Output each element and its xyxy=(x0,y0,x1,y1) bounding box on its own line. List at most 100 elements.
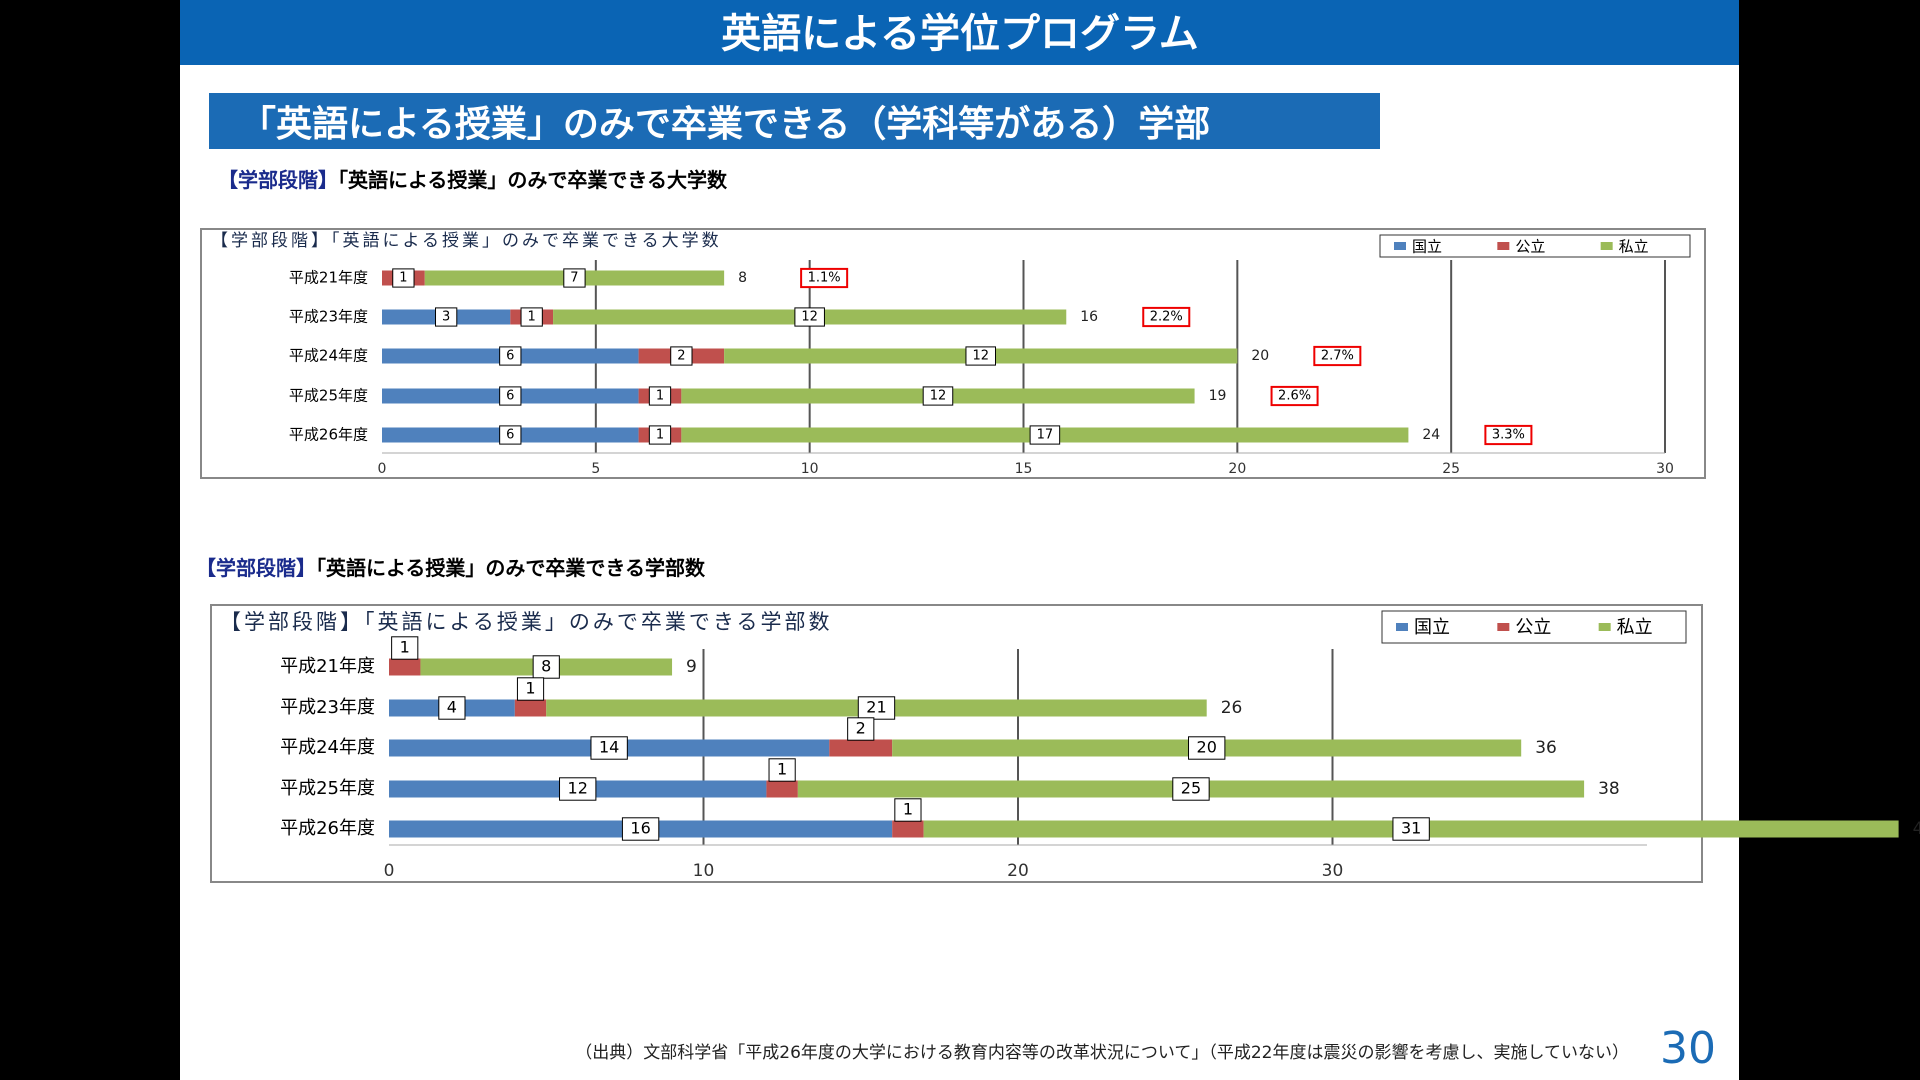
data-label-box xyxy=(516,677,545,701)
legend-swatch xyxy=(1396,623,1408,631)
total-label: 38 xyxy=(1598,779,1620,799)
data-label-box xyxy=(648,425,672,445)
total-label: 9 xyxy=(686,657,697,677)
x-tick-label: 25 xyxy=(1442,461,1460,477)
data-label: 12 xyxy=(972,349,989,364)
x-tick-label: 10 xyxy=(801,461,819,477)
source: （出典）文部科学省「平成26年度の大学における教育内容等の改革状況について」（平… xyxy=(575,1043,1629,1063)
y-tick-label: 平成21年度 xyxy=(280,656,375,677)
data-label-box xyxy=(1172,777,1210,801)
bar xyxy=(892,820,924,838)
data-label: 4 xyxy=(447,698,457,717)
total-label: 48 xyxy=(1913,819,1920,839)
data-label-box xyxy=(559,777,597,801)
data-label-box xyxy=(438,696,466,720)
data-label-box xyxy=(621,817,660,841)
x-tick-label: 20 xyxy=(1007,861,1029,881)
data-label: 14 xyxy=(599,738,619,757)
data-label-box xyxy=(532,655,560,679)
data-label: 16 xyxy=(630,819,650,838)
caption: 【学部段階】「英語による授業」のみで卒業できる学部数 xyxy=(196,556,706,580)
caption-part: 【学部段階】 xyxy=(196,556,316,580)
x-tick-label: 10 xyxy=(693,861,715,881)
total-label: 8 xyxy=(738,270,747,286)
data-label: 1 xyxy=(400,638,410,657)
caption-part: 【学部段階】 xyxy=(218,168,338,192)
x-tick-label: 0 xyxy=(384,861,395,881)
y-tick-label: 平成25年度 xyxy=(289,387,368,405)
caption: 【学部段階】「英語による授業」のみで卒業できる大学数 xyxy=(218,168,728,192)
data-label: 6 xyxy=(506,349,514,364)
data-label: 6 xyxy=(506,389,514,404)
bar xyxy=(514,699,547,717)
caption-part: 「英語による授業」のみで卒業できる学部数 xyxy=(316,556,706,580)
data-label: 8 xyxy=(541,657,551,676)
data-label-box xyxy=(1188,736,1226,760)
bar xyxy=(389,658,421,676)
data-label: 3.3% xyxy=(1492,428,1525,443)
data-label: 17 xyxy=(1037,428,1054,443)
data-label-box xyxy=(857,696,896,720)
data-label: 1 xyxy=(525,679,535,698)
y-tick-label: 平成21年度 xyxy=(289,269,368,287)
bar xyxy=(829,739,893,757)
data-label-box xyxy=(1270,385,1319,407)
data-label-box xyxy=(520,307,543,327)
legend-swatch xyxy=(1394,242,1406,250)
slide-title: 英語による学位プログラム xyxy=(721,11,1199,57)
data-label-box xyxy=(1313,345,1362,367)
y-tick-label: 平成24年度 xyxy=(289,347,368,365)
title-bar xyxy=(180,0,1739,65)
data-label: 21 xyxy=(866,698,886,717)
data-label-box xyxy=(499,425,522,445)
total-label: 24 xyxy=(1422,427,1440,443)
legend-label: 公立 xyxy=(1515,617,1551,638)
data-label-box xyxy=(391,636,419,660)
data-label-box xyxy=(1392,817,1430,841)
data-label: 12 xyxy=(930,389,947,404)
data-label-box xyxy=(965,346,997,366)
total-label: 36 xyxy=(1535,738,1557,758)
legend-swatch xyxy=(1600,242,1613,250)
y-tick-label: 平成26年度 xyxy=(280,818,375,839)
y-tick-label: 平成24年度 xyxy=(280,737,375,758)
data-label-box xyxy=(590,736,628,760)
data-label: 1 xyxy=(656,389,664,404)
data-label-box xyxy=(563,268,586,288)
x-tick-label: 30 xyxy=(1656,461,1674,477)
data-label-box xyxy=(435,307,458,327)
data-label: 2.2% xyxy=(1150,310,1183,325)
total-label: 16 xyxy=(1080,309,1098,325)
data-label-box xyxy=(768,758,796,782)
data-label-box xyxy=(800,267,849,289)
data-label: 1 xyxy=(399,271,407,286)
data-label: 2.6% xyxy=(1278,389,1311,404)
data-label: 2.7% xyxy=(1321,349,1354,364)
chart-title: 【学部段階】「英語による授業」のみで卒業できる学部数 xyxy=(220,610,832,634)
y-tick-label: 平成25年度 xyxy=(280,778,375,799)
data-label: 7 xyxy=(570,271,578,286)
x-tick-label: 5 xyxy=(591,461,600,477)
data-label-box xyxy=(1029,425,1061,445)
legend-swatch xyxy=(1598,623,1611,631)
slide-subtitle: 「英語による授業」のみで卒業できる（学科等がある）学部 xyxy=(240,103,1210,145)
data-label-box xyxy=(1484,424,1533,446)
y-tick-label: 平成26年度 xyxy=(289,426,368,444)
data-label-box xyxy=(1142,306,1191,328)
legend-box xyxy=(1381,610,1687,644)
x-tick-label: 0 xyxy=(378,461,387,477)
legend-label: 国立 xyxy=(1414,617,1450,638)
data-label-box xyxy=(648,386,672,406)
data-label: 31 xyxy=(1401,819,1421,838)
data-label-box xyxy=(894,798,922,822)
legend-label: 私立 xyxy=(1619,238,1649,256)
total-label: 20 xyxy=(1251,348,1269,364)
data-label: 1 xyxy=(777,760,787,779)
subtitle-bar xyxy=(209,93,1380,149)
caption-part: 「英語による授業」のみで卒業できる大学数 xyxy=(338,168,728,192)
data-label-box xyxy=(499,346,522,366)
data-label: 25 xyxy=(1181,779,1201,798)
data-label-box xyxy=(922,386,954,406)
data-label: 20 xyxy=(1197,738,1217,757)
data-label: 2 xyxy=(856,719,866,738)
